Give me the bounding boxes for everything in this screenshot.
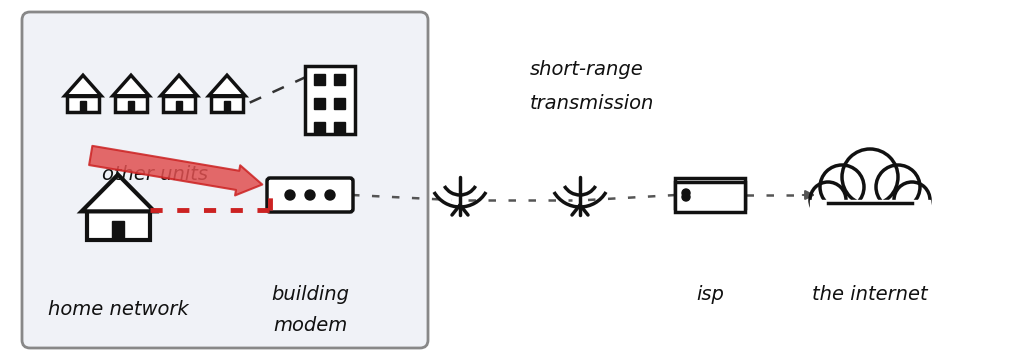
FancyBboxPatch shape	[675, 182, 745, 212]
Bar	[128, 101, 134, 112]
Polygon shape	[209, 75, 245, 96]
Bar	[80, 101, 86, 112]
Text: building
modem: building modem	[271, 285, 349, 335]
Bar	[334, 122, 344, 133]
Bar	[313, 74, 325, 85]
Bar	[112, 221, 124, 240]
Bar	[810, 200, 930, 230]
Bar	[313, 122, 325, 133]
Circle shape	[810, 182, 846, 218]
Text: isp: isp	[696, 285, 724, 304]
Bar	[334, 74, 344, 85]
Polygon shape	[65, 75, 101, 96]
Text: other units: other units	[102, 165, 208, 184]
Text: home network: home network	[48, 300, 188, 319]
Circle shape	[682, 189, 690, 197]
Polygon shape	[82, 175, 155, 211]
Bar	[116, 96, 146, 112]
FancyBboxPatch shape	[267, 178, 353, 212]
Bar	[163, 96, 195, 112]
Text: the internet: the internet	[812, 285, 928, 304]
Circle shape	[820, 165, 864, 209]
FancyArrowPatch shape	[89, 146, 262, 195]
FancyBboxPatch shape	[675, 178, 745, 208]
Bar	[176, 101, 182, 112]
Polygon shape	[113, 75, 150, 96]
Bar	[211, 96, 243, 112]
Bar	[334, 98, 344, 109]
Circle shape	[305, 190, 315, 200]
Circle shape	[894, 182, 930, 218]
Bar	[224, 101, 230, 112]
Circle shape	[325, 190, 335, 200]
Circle shape	[842, 149, 898, 205]
FancyBboxPatch shape	[22, 12, 428, 348]
Circle shape	[285, 190, 295, 200]
Circle shape	[682, 193, 690, 201]
Bar	[86, 211, 150, 240]
Circle shape	[876, 165, 920, 209]
Bar	[313, 98, 325, 109]
Bar	[68, 96, 98, 112]
Text: short-range
transmission: short-range transmission	[530, 60, 654, 113]
Bar	[305, 66, 355, 134]
Polygon shape	[161, 75, 198, 96]
